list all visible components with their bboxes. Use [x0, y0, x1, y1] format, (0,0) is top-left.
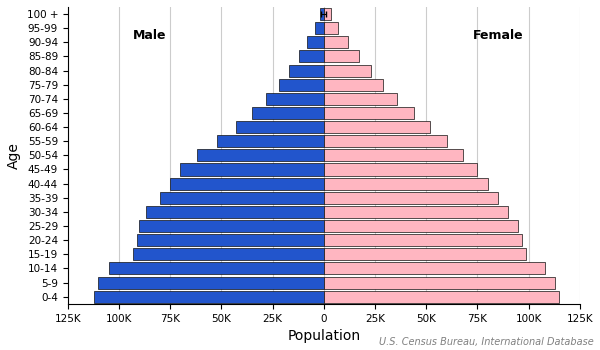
Bar — [324, 93, 397, 105]
Bar — [324, 177, 488, 190]
Bar — [181, 163, 324, 175]
Bar — [307, 36, 324, 48]
Bar — [266, 93, 324, 105]
Bar — [299, 50, 324, 62]
Bar — [324, 135, 446, 147]
Bar — [324, 248, 526, 260]
Bar — [324, 107, 414, 119]
Bar — [289, 64, 324, 77]
Bar — [324, 192, 498, 204]
Bar — [98, 276, 324, 289]
Bar — [324, 50, 359, 62]
Bar — [324, 206, 508, 218]
Bar — [139, 220, 324, 232]
Bar — [278, 79, 324, 91]
Bar — [137, 234, 324, 246]
Bar — [252, 107, 324, 119]
Text: Male: Male — [133, 29, 166, 42]
Bar — [170, 177, 324, 190]
Bar — [324, 262, 545, 274]
Y-axis label: Age: Age — [7, 142, 21, 169]
Bar — [324, 234, 523, 246]
Bar — [324, 291, 559, 303]
Bar — [94, 291, 324, 303]
Bar — [320, 8, 324, 20]
Bar — [146, 206, 324, 218]
Bar — [324, 8, 331, 20]
Bar — [324, 121, 430, 133]
Bar — [324, 22, 338, 34]
Bar — [197, 149, 324, 161]
X-axis label: Population: Population — [287, 329, 360, 343]
Bar — [324, 149, 463, 161]
Bar — [109, 262, 324, 274]
Bar — [314, 22, 324, 34]
Bar — [236, 121, 324, 133]
Text: U.S. Census Bureau, International Database: U.S. Census Bureau, International Databa… — [379, 336, 594, 346]
Bar — [133, 248, 324, 260]
Bar — [324, 163, 478, 175]
Bar — [324, 79, 383, 91]
Text: Female: Female — [473, 29, 523, 42]
Bar — [160, 192, 324, 204]
Bar — [324, 276, 555, 289]
Bar — [324, 220, 518, 232]
Bar — [217, 135, 324, 147]
Bar — [324, 36, 349, 48]
Bar — [324, 64, 371, 77]
